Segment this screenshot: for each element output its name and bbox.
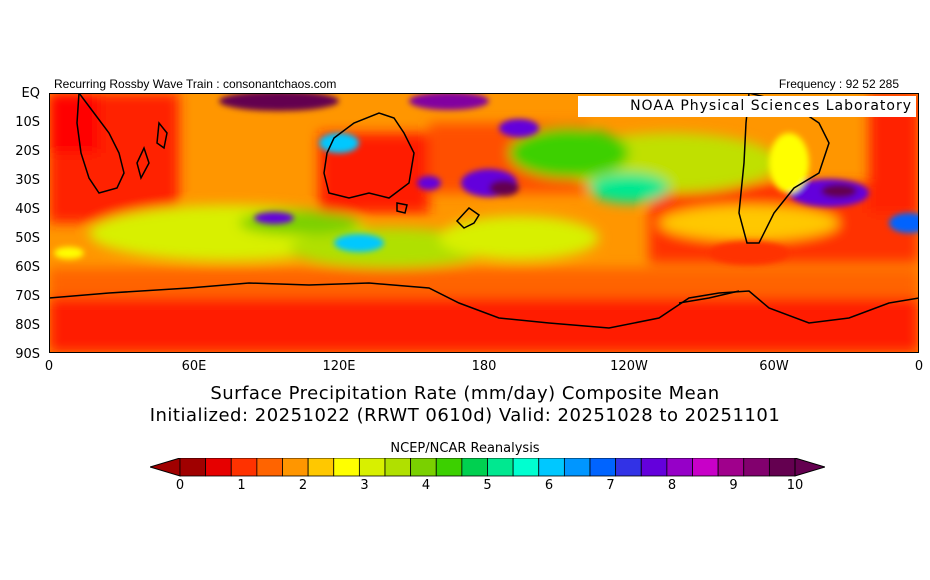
colorbar-segment xyxy=(384,457,412,477)
colorbar-segment xyxy=(205,457,232,477)
colorbar-segment xyxy=(461,457,488,477)
colorbar-segment xyxy=(230,457,258,477)
lon-label: 0 xyxy=(914,359,924,374)
colorbar-tick-label: 5 xyxy=(483,478,492,493)
lat-label: 90S xyxy=(15,347,40,362)
colorbar-segment xyxy=(487,457,514,477)
colorbar-segment xyxy=(256,457,283,477)
attribution-text: NOAA Physical Sciences Laboratory xyxy=(630,98,912,114)
colorbar-tick-label: 8 xyxy=(667,478,677,493)
colorbar-tick-label: 1 xyxy=(237,478,246,493)
colorbar-segment xyxy=(282,457,309,477)
lon-label: 60E xyxy=(181,359,207,374)
source-label: NCEP/NCAR Reanalysis xyxy=(390,441,540,456)
colorbar-arrow-left xyxy=(148,457,181,477)
colorbar-segment xyxy=(307,457,335,477)
colorbar-tick-label: 6 xyxy=(544,478,554,493)
header-left-text: Recurring Rossby Wave Train : consonantc… xyxy=(54,77,337,91)
colorbar-segment xyxy=(768,457,796,477)
precip-maxima xyxy=(54,93,919,265)
lat-label: EQ xyxy=(21,86,40,101)
attribution-box: NOAA Physical Sciences Laboratory xyxy=(578,96,916,117)
coastlines xyxy=(49,93,919,329)
colorbar-segment xyxy=(640,457,668,477)
colorbar-tick-label: 10 xyxy=(786,478,804,493)
lon-label: 60W xyxy=(759,359,789,374)
lat-label: 80S xyxy=(15,318,40,333)
colorbar-tick-label: 7 xyxy=(606,478,615,493)
lat-label: 70S xyxy=(15,289,40,304)
map-title-line2: Initialized: 20251022 (RRWT 0610d) Valid… xyxy=(149,405,781,426)
lon-label: 120W xyxy=(610,359,648,374)
colorbar-tick-label: 3 xyxy=(360,478,369,493)
lat-label: 40S xyxy=(15,202,40,217)
colorbar-segment xyxy=(435,457,463,477)
colorbar-segment xyxy=(179,457,207,477)
lon-label: 0 xyxy=(44,359,54,374)
lat-label: 30S xyxy=(15,173,40,188)
lat-label: 10S xyxy=(15,115,40,130)
colorbar-segment xyxy=(743,457,770,477)
colorbar xyxy=(148,457,827,482)
colorbar-arrow-right xyxy=(794,457,827,477)
map-title-line1: Surface Precipitation Rate (mm/day) Comp… xyxy=(210,383,720,404)
precipitation-map xyxy=(49,93,919,353)
colorbar-segment xyxy=(666,457,693,477)
colorbar-segment xyxy=(563,457,591,477)
lon-label: 120E xyxy=(322,359,356,374)
colorbar-segment xyxy=(615,457,642,477)
header-right-text: Frequency : 92 52 285 xyxy=(778,77,899,91)
colorbar-segment xyxy=(358,457,386,477)
lat-label: 60S xyxy=(15,260,40,275)
colorbar-segment xyxy=(333,457,360,477)
colorbar-tick-label: 4 xyxy=(421,478,431,493)
colorbar-segment xyxy=(512,457,540,477)
colorbar-tick-label: 0 xyxy=(175,478,185,493)
colorbar-segment xyxy=(538,457,565,477)
colorbar-segment xyxy=(717,457,745,477)
lat-label: 20S xyxy=(15,144,40,159)
map-frame xyxy=(49,93,919,353)
lon-label: 180 xyxy=(471,359,497,374)
colorbar-segment xyxy=(692,457,719,477)
colorbar-segment xyxy=(589,457,617,477)
lat-label: 50S xyxy=(15,231,40,246)
colorbar-tick-label: 9 xyxy=(729,478,738,493)
colorbar-tick-label: 2 xyxy=(298,478,308,493)
colorbar-segment xyxy=(410,457,437,477)
